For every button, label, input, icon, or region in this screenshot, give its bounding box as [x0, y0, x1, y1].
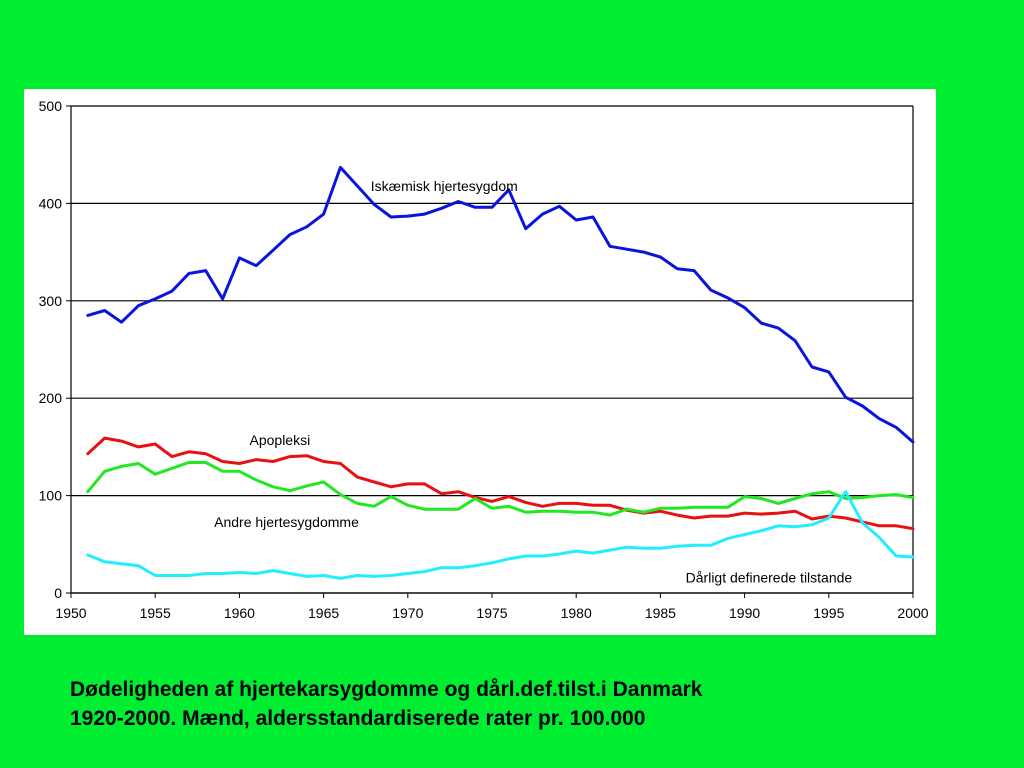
y-tick-label: 0: [54, 585, 62, 601]
chart-panel: 0 100 200 300 400 500 1950 1955 1960 1965 1970 1975…: [24, 89, 936, 635]
y-tick-label: 500: [39, 98, 63, 114]
x-tick-label: 1985: [645, 605, 676, 621]
series-line-stroke: [86, 436, 915, 531]
caption-line-1: Dødeligheden af hjertekarsygdomme og dår…: [70, 678, 703, 701]
x-tick-label: 1955: [140, 605, 171, 621]
series-label: Apopleksi: [250, 432, 311, 448]
x-tick-label: 1990: [729, 605, 760, 621]
series-label: Dårligt definerede tilstande: [686, 569, 853, 585]
x-tick-label: 1965: [308, 605, 339, 621]
series-label: Andre hjertesygdomme: [214, 514, 359, 530]
x-tick-label: 1995: [813, 605, 844, 621]
series-line-ill-defined-conditions: [86, 490, 915, 580]
x-tick-label: 1950: [55, 605, 86, 621]
y-tick-label: 200: [39, 390, 63, 406]
x-tick-label: 2000: [897, 605, 928, 621]
x-tick-label: 1975: [476, 605, 507, 621]
y-tick-label: 300: [39, 293, 63, 309]
caption-line-2: 1920-2000. Mænd, aldersstandardiserede r…: [70, 707, 646, 730]
x-tick-label: 1980: [561, 605, 592, 621]
series-line-ischemic-heart-disease: [86, 165, 915, 444]
y-tick-label: 100: [39, 488, 63, 504]
y-tick-label: 400: [39, 195, 63, 211]
x-tick-label: 1970: [392, 605, 423, 621]
line-chart: 0 100 200 300 400 500 1950 1955 1960 1965 1970 1975…: [39, 98, 929, 621]
x-tick-label: 1960: [224, 605, 255, 621]
series-label: Iskæmisk hjertesygdom: [371, 178, 518, 194]
series-line-other-heart-disease: [86, 461, 915, 517]
slide-caption: Dødeligheden af hjertekarsygdomme og dår…: [70, 675, 950, 733]
